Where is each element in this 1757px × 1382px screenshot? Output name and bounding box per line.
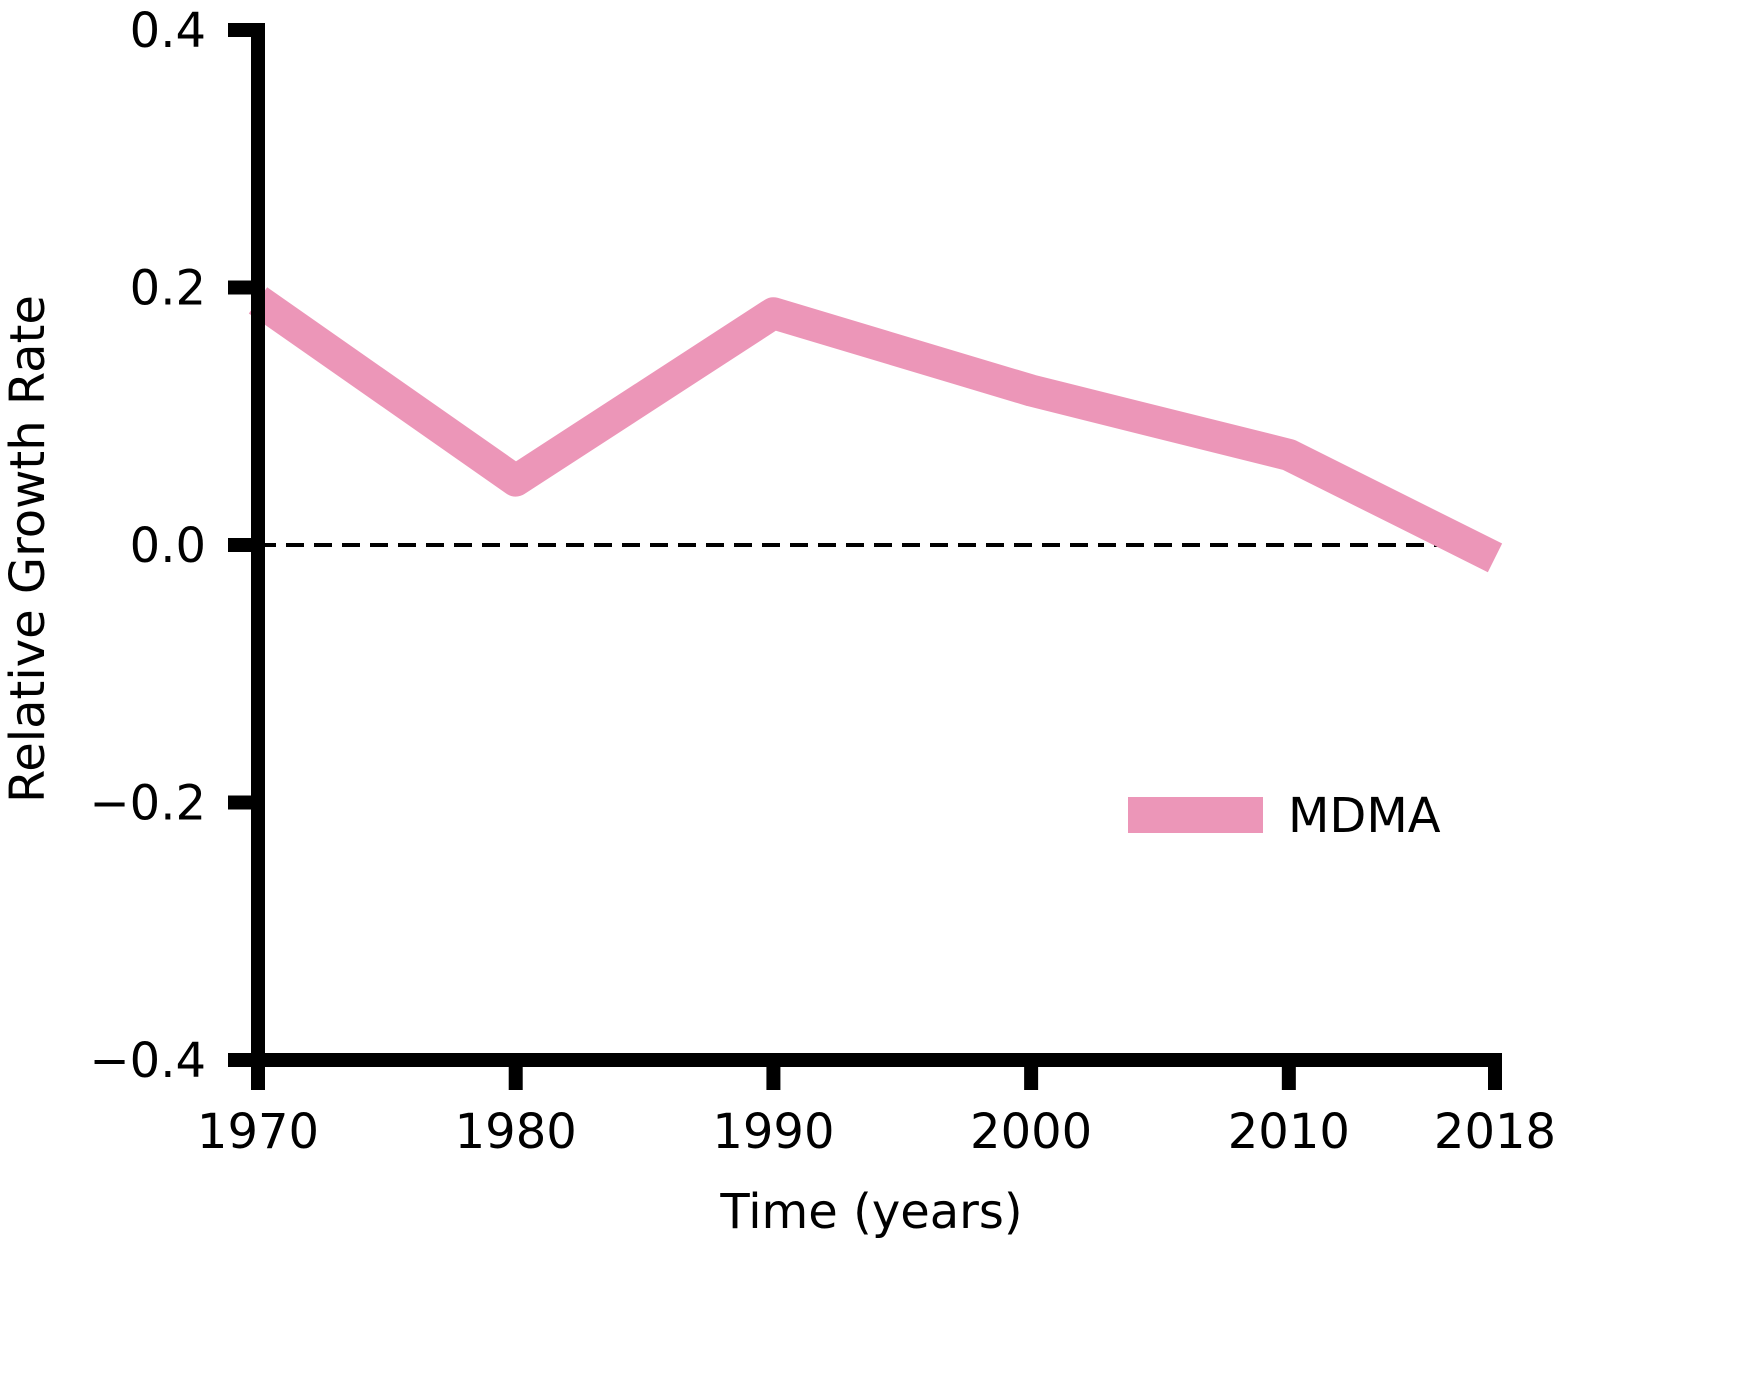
x-tick-label: 1990 xyxy=(712,1104,834,1160)
series-line-mdma xyxy=(248,287,1503,573)
x-axis-title: Time (years) xyxy=(719,1184,1022,1240)
x-tick-label: 2010 xyxy=(1228,1104,1350,1160)
x-tick-label: 1980 xyxy=(455,1104,577,1160)
y-tick-label: −0.2 xyxy=(89,776,206,832)
y-axis-ticks: 0.4 0.2 0.0 −0.2 −0.4 xyxy=(89,3,258,1089)
plot-area xyxy=(248,287,1503,573)
y-tick-label: −0.4 xyxy=(89,1033,206,1089)
y-axis-title: Relative Growth Rate xyxy=(0,295,56,803)
x-tick-label: 1970 xyxy=(197,1104,319,1160)
x-tick-label: 2000 xyxy=(970,1104,1092,1160)
x-axis-ticks: 1970 1980 1990 2000 2010 2018 xyxy=(197,1060,1556,1160)
y-tick-label: 0.4 xyxy=(130,3,206,59)
legend-label-mdma: MDMA xyxy=(1288,788,1441,844)
y-tick-label: 0.2 xyxy=(130,261,206,317)
y-tick-label: 0.0 xyxy=(130,518,206,574)
legend: MDMA xyxy=(1128,788,1441,844)
x-tick-label: 2018 xyxy=(1434,1104,1556,1160)
